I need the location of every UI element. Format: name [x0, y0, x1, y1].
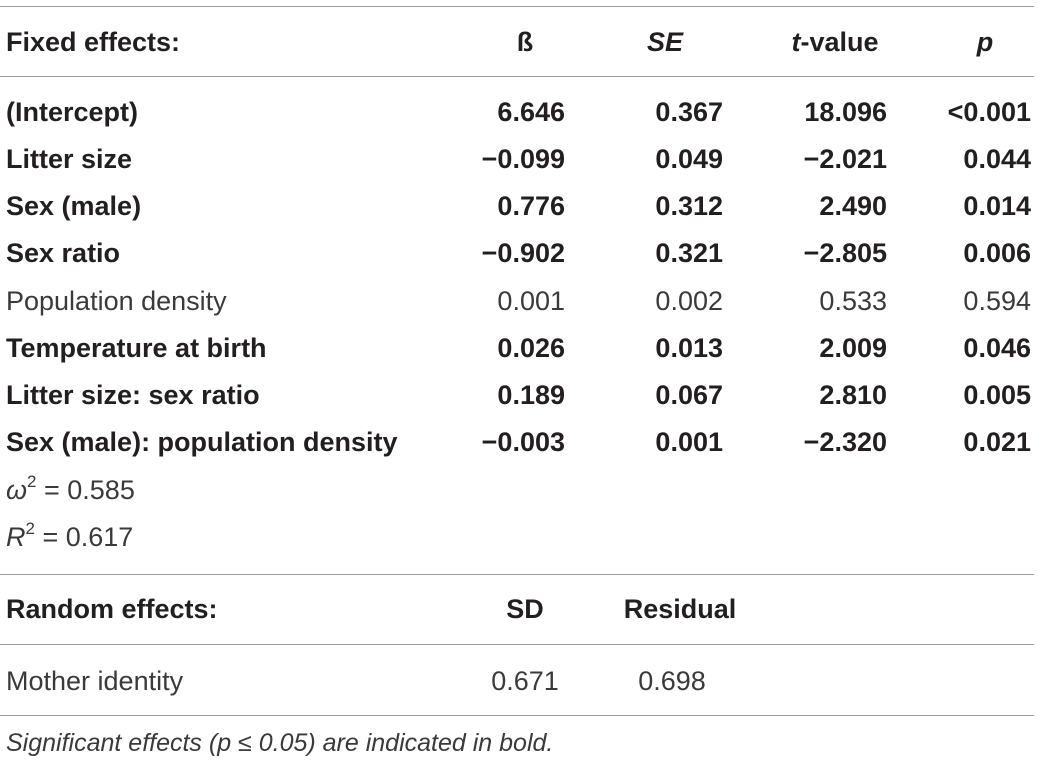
fixed-effects-label: Fixed effects:	[6, 27, 181, 57]
row-beta: 0.189	[497, 380, 565, 410]
row-se: 0.002	[655, 286, 723, 316]
row-p: 0.046	[963, 333, 1031, 363]
row-p: 0.014	[963, 191, 1031, 221]
row-beta: −0.003	[481, 427, 565, 457]
row-name: Sex (male): population density	[6, 427, 398, 457]
row-p: 0.005	[963, 380, 1031, 410]
omega-superscript: 2	[27, 472, 37, 491]
p-header: p	[976, 27, 994, 57]
r-symbol: R	[6, 522, 26, 552]
row-name: Litter size	[6, 144, 133, 174]
row-se: 0.321	[655, 238, 723, 268]
omega-squared: ω2 = 0.585	[6, 472, 135, 506]
sd-header: SD	[506, 594, 544, 624]
row-se: 0.049	[655, 144, 723, 174]
row-name: Population density	[6, 286, 227, 316]
header-rule	[0, 76, 1034, 77]
row-p: 0.594	[963, 286, 1031, 316]
row-t: 2.810	[819, 380, 887, 410]
t-rest: -value	[800, 27, 879, 57]
row-t: 2.009	[819, 333, 887, 363]
row-name: Sex (male)	[6, 191, 142, 221]
row-se: 0.367	[655, 97, 723, 127]
random-effects-label: Random effects:	[6, 594, 218, 624]
row-sd: 0.671	[491, 666, 559, 696]
beta-header: ß	[516, 27, 534, 57]
row-residual: 0.698	[638, 666, 706, 696]
row-t: −2.805	[803, 238, 887, 268]
row-p: <0.001	[947, 97, 1031, 127]
random-top-rule	[0, 574, 1034, 575]
row-t: 0.533	[819, 286, 887, 316]
row-p: 0.021	[963, 427, 1031, 457]
bottom-rule	[0, 715, 1034, 716]
r-superscript: 2	[25, 519, 35, 538]
row-beta: 0.001	[497, 286, 565, 316]
row-name: Sex ratio	[6, 238, 121, 268]
t-value-header: t-value	[760, 26, 910, 58]
row-se: 0.001	[655, 427, 723, 457]
row-name: Temperature at birth	[6, 333, 267, 363]
row-t: 2.490	[819, 191, 887, 221]
row-beta: 0.776	[497, 191, 565, 221]
row-se: 0.013	[655, 333, 723, 363]
t-italic: t	[791, 27, 801, 57]
row-name: Litter size: sex ratio	[6, 380, 260, 410]
omega-value: = 0.585	[36, 475, 135, 505]
row-name: (Intercept)	[6, 97, 139, 127]
row-p: 0.006	[963, 238, 1031, 268]
footnote: Significant effects (p ≤ 0.05) are indic…	[6, 729, 554, 757]
row-beta: −0.099	[481, 144, 565, 174]
row-se: 0.312	[655, 191, 723, 221]
row-beta: −0.902	[481, 238, 565, 268]
r-value: = 0.617	[34, 522, 134, 552]
row-name: Mother identity	[6, 666, 184, 696]
row-t: −2.320	[803, 427, 887, 457]
row-beta: 6.646	[497, 97, 565, 127]
row-t: −2.021	[803, 144, 887, 174]
top-rule	[0, 6, 1034, 7]
r-squared: R2 = 0.617	[6, 519, 134, 553]
row-se: 0.067	[655, 380, 723, 410]
omega-symbol: ω	[6, 475, 28, 505]
row-t: 18.096	[804, 97, 887, 127]
se-header: SE	[646, 27, 684, 57]
residual-header: Residual	[623, 594, 737, 624]
random-header-rule	[0, 644, 1034, 645]
row-p: 0.044	[963, 144, 1031, 174]
row-beta: 0.026	[497, 333, 565, 363]
